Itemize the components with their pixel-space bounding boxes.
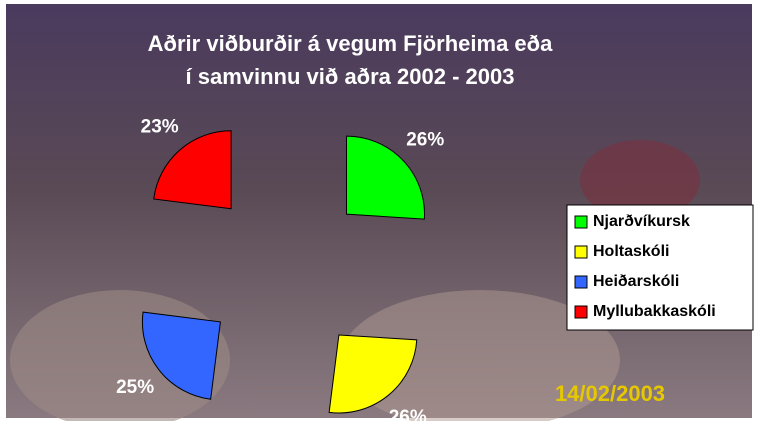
- legend-label: Holtaskóli: [593, 243, 669, 260]
- legend-swatch: [575, 306, 587, 318]
- legend-swatch: [575, 216, 587, 228]
- legend-label: Njarðvíkursk: [593, 213, 690, 230]
- value-label: 26%: [389, 407, 427, 421]
- value-label: 26%: [406, 129, 444, 150]
- legend-swatch: [575, 276, 587, 288]
- legend-label: Heiðarskóli: [593, 273, 679, 290]
- legend-label: Myllubakkaskóli: [593, 303, 716, 320]
- value-label: 23%: [141, 117, 179, 138]
- value-label: 25%: [116, 377, 154, 398]
- legend-swatch: [575, 246, 587, 258]
- chart: Aðrir viðburðir á vegum Fjörheima eðaí s…: [0, 0, 757, 421]
- date-stamp: 14/02/2003: [555, 381, 665, 406]
